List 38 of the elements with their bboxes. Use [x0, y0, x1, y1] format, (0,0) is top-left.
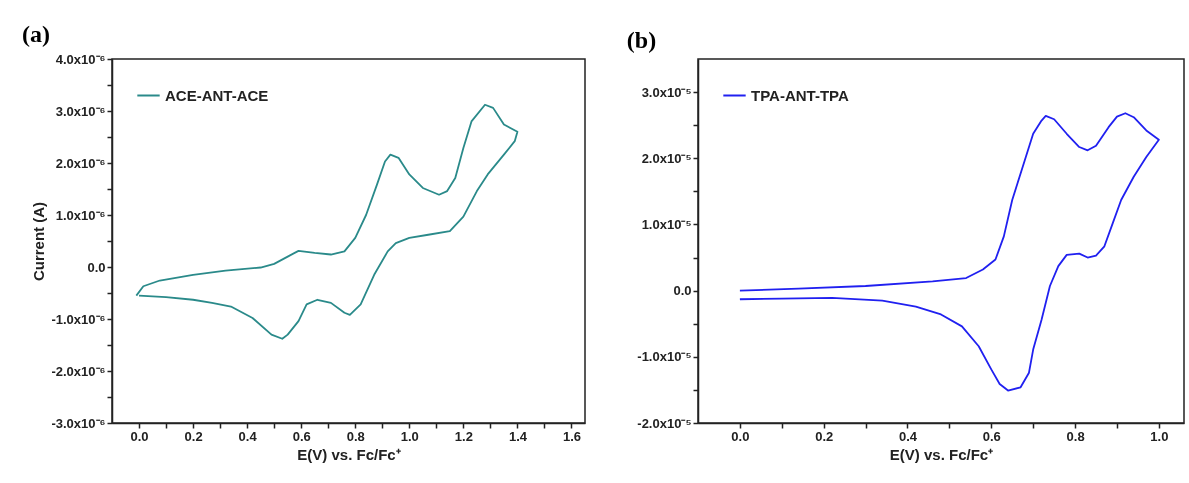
- y-tick-label: -3.0x10⁻⁶: [51, 415, 106, 431]
- x-tick-label: 1.0: [1150, 428, 1169, 444]
- legend-label: ACE-ANT-ACE: [165, 86, 269, 104]
- x-axis-title: E(V) vs. Fc/Fc⁺: [889, 445, 994, 463]
- y-tick-label: 1.0x10⁻⁶: [55, 207, 106, 223]
- x-axis-title: E(V) vs. Fc/Fc⁺: [297, 445, 401, 463]
- x-tick-label: 1.4: [508, 428, 528, 444]
- x-tick-label: 0.0: [731, 428, 750, 444]
- y-tick-label: -2.0x10⁻⁶: [51, 363, 106, 379]
- y-tick-label: -1.0x10⁻⁵: [637, 349, 692, 365]
- y-tick-label: -2.0x10⁻⁵: [637, 415, 692, 431]
- y-tick-label: 4.0x10⁻⁶: [55, 51, 106, 67]
- x-tick-label: 0.6: [292, 428, 311, 444]
- y-axis-title: Current (A): [30, 201, 48, 282]
- y-tick-label: 3.0x10⁻⁶: [55, 103, 106, 119]
- x-tick-label: 0.2: [184, 428, 203, 444]
- y-tick-label: -1.0x10⁻⁶: [51, 311, 106, 327]
- y-tick-label: 0.0: [87, 259, 106, 275]
- line-series: [739, 112, 1160, 392]
- y-tick-label: 1.0x10⁻⁵: [641, 216, 692, 232]
- line-series: [135, 103, 519, 340]
- y-tick-label: 0.0: [673, 283, 692, 299]
- legend-label: TPA-ANT-TPA: [751, 86, 849, 104]
- x-tick-label: 0.2: [815, 428, 834, 444]
- x-tick-label: 1.0: [400, 428, 419, 444]
- x-tick-label: 1.2: [454, 428, 473, 444]
- x-tick-label: 0.8: [346, 428, 365, 444]
- chart-title: (b): [626, 27, 657, 53]
- x-tick-label: 0.4: [238, 428, 258, 444]
- y-tick-label: 3.0x10⁻⁵: [641, 84, 692, 100]
- y-tick-label: 2.0x10⁻⁵: [641, 150, 692, 166]
- x-tick-label: 0.6: [982, 428, 1001, 444]
- x-tick-label: 0.4: [898, 428, 918, 444]
- x-tick-label: 0.0: [130, 428, 149, 444]
- chart-title: (a): [21, 21, 50, 47]
- x-tick-label: 0.8: [1066, 428, 1085, 444]
- x-tick-label: 1.6: [562, 428, 582, 444]
- y-tick-label: 2.0x10⁻⁶: [55, 155, 106, 171]
